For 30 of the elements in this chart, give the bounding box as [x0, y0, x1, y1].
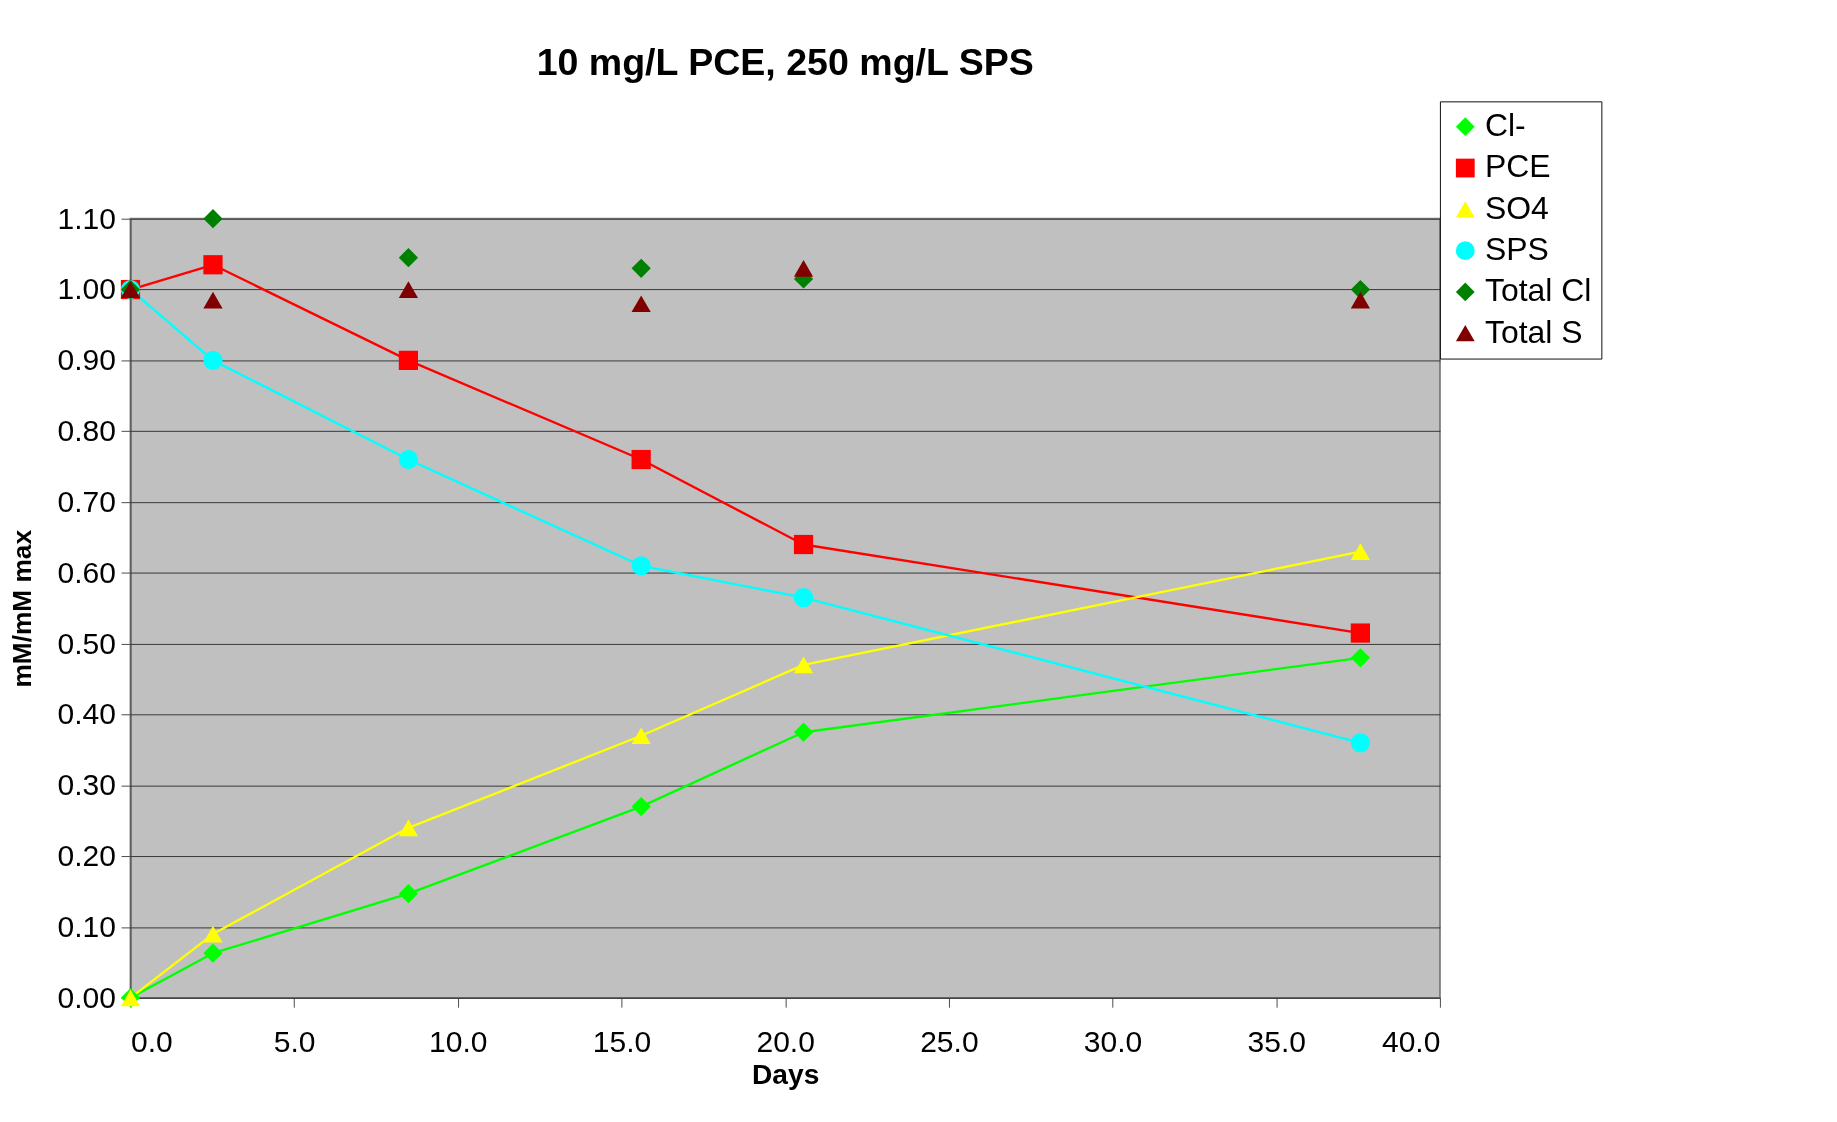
y-tick-label: 0.80 — [57, 414, 116, 448]
legend-label: SO4 — [1484, 189, 1549, 226]
x-tick-label: 30.0 — [1083, 1024, 1143, 1058]
legend-label: Cl- — [1484, 107, 1526, 144]
y-tick-label: 0.30 — [57, 768, 116, 802]
y-tick-label: 0.40 — [57, 697, 116, 731]
legend-label: SPS — [1484, 231, 1549, 268]
x-tick-label: 15.0 — [592, 1024, 652, 1058]
y-axis-title: mM/mM max — [7, 529, 38, 688]
y-tick-label: 0.90 — [57, 343, 116, 377]
x-tick-label: 20.0 — [756, 1024, 815, 1058]
x-tick-label: 0.0 — [130, 1024, 173, 1058]
y-tick-label: 1.00 — [57, 272, 116, 306]
x-tick-label: 40.0 — [1381, 1024, 1441, 1058]
x-tick-label: 10.0 — [429, 1024, 488, 1058]
x-axis-title: Days — [752, 1058, 820, 1090]
legend-label: Total Cl — [1484, 272, 1592, 309]
y-tick-label: 1.10 — [57, 201, 116, 235]
legend-label: PCE — [1484, 148, 1551, 185]
x-tick-label: 35.0 — [1247, 1024, 1306, 1058]
chart-title: 10 mg/L PCE, 250 mg/L SPS — [536, 40, 1034, 83]
legend-label: Total S — [1484, 313, 1583, 350]
y-tick-label: 0.60 — [57, 555, 116, 589]
y-tick-label: 0.50 — [57, 626, 116, 660]
y-tick-label: 0.10 — [57, 909, 116, 943]
x-tick-label: 5.0 — [273, 1024, 316, 1058]
y-tick-label: 0.00 — [57, 980, 116, 1014]
x-tick-label: 25.0 — [920, 1024, 979, 1058]
y-tick-label: 0.20 — [57, 839, 116, 873]
y-tick-label: 0.70 — [57, 484, 116, 518]
